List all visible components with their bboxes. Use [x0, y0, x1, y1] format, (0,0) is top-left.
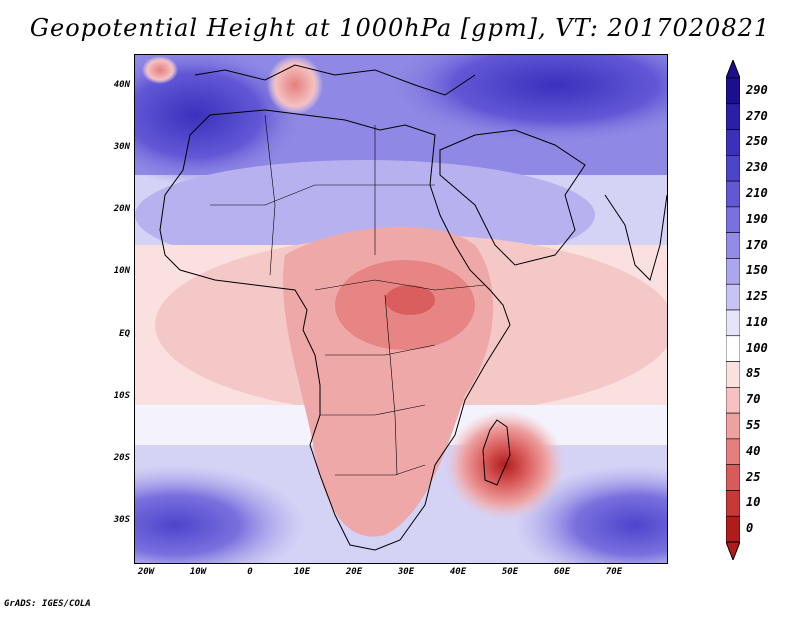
- colorbar-level-label: 270: [746, 108, 768, 123]
- colorbar-level-label: 70: [746, 392, 761, 407]
- colorbar-swatch: [726, 387, 740, 414]
- colorbar-swatch: [726, 412, 740, 440]
- colorbar-level-label: 40: [746, 443, 761, 458]
- colorbar-swatch: [726, 232, 740, 259]
- border-line: [384, 294, 398, 476]
- lon-label: 20W: [137, 567, 155, 577]
- colorbar-swatch: [726, 464, 740, 491]
- colorbar-swatch: [726, 515, 740, 543]
- map-frame: [134, 54, 668, 564]
- colorbar-level-label: 110: [746, 314, 768, 329]
- south-atlantic-high: [135, 465, 305, 563]
- colorbar-swatch: [726, 335, 740, 362]
- atlantic-low: [142, 56, 178, 84]
- colorbar-top-arrow: [726, 60, 740, 79]
- europe-coastline: [194, 64, 476, 96]
- colorbar-swatch: [726, 77, 740, 105]
- colorbar-level-label: 55: [746, 418, 761, 432]
- lat-label: 20S: [113, 453, 130, 463]
- border-line: [314, 279, 486, 291]
- africa-coastline: [159, 109, 511, 551]
- colorbar-swatch: [726, 490, 740, 517]
- india-coastline: [604, 194, 667, 281]
- arabia-coastline: [439, 129, 586, 266]
- madagascar-low: [445, 410, 565, 520]
- lon-label: 10E: [293, 567, 311, 577]
- lon-label: 30E: [397, 567, 415, 577]
- northwest-high: [135, 55, 305, 185]
- border-line: [320, 404, 426, 416]
- border-line: [335, 464, 426, 476]
- colorbar-level-label: 190: [746, 211, 768, 226]
- lon-label: 50E: [501, 567, 519, 577]
- colorbar: [726, 60, 740, 560]
- map-title: Geopotential Height at 1000hPa [gpm], VT…: [29, 14, 771, 42]
- east-africa-low-core: [385, 285, 435, 315]
- colorbar-level-label: 210: [746, 186, 768, 200]
- colorbar-level-label: 230: [746, 160, 768, 175]
- lat-label: 10N: [113, 266, 130, 276]
- lat-label: 40N: [113, 80, 130, 90]
- colorbar-level-label: 100: [746, 340, 768, 355]
- credit-text: GrADS: IGES/COLA: [4, 599, 91, 609]
- madagascar-coastline: [482, 419, 511, 486]
- lat-label: 30S: [113, 515, 130, 525]
- colorbar-level-label: 0: [746, 521, 754, 536]
- border-line: [210, 184, 435, 206]
- colorbar-level-label: 25: [746, 469, 761, 484]
- height-field: [135, 55, 667, 563]
- lon-label: 0: [247, 567, 253, 577]
- colorbar-swatch: [726, 258, 740, 285]
- algeria-low: [267, 55, 323, 115]
- colorbar-level-label: 170: [746, 237, 768, 252]
- country-borders: [210, 114, 486, 476]
- lat-label: 30N: [113, 142, 130, 152]
- colorbar-level-label: 150: [746, 263, 768, 278]
- lon-label: 70E: [605, 567, 623, 577]
- colorbar-swatch: [726, 206, 740, 233]
- north-high-center: [385, 55, 667, 145]
- colorbar-swatch: [726, 103, 740, 130]
- colorbar-swatch: [726, 155, 740, 182]
- lon-label: 60E: [553, 567, 571, 577]
- lat-label: 20N: [113, 204, 130, 214]
- lon-label: 10W: [189, 567, 207, 577]
- colorbar-level-label: 10: [746, 495, 761, 510]
- colorbar-swatch: [726, 361, 740, 388]
- lon-label: 20E: [345, 567, 363, 577]
- colorbar-bottom-arrow: [726, 541, 740, 560]
- border-line: [264, 114, 276, 276]
- colorbar-swatch: [726, 438, 740, 465]
- coastlines: [159, 64, 667, 551]
- colorbar-level-label: 250: [746, 134, 768, 149]
- colorbar-swatch: [726, 309, 740, 337]
- colorbar-swatch: [726, 180, 740, 208]
- colorbar-level-label: 85: [746, 366, 761, 381]
- colorbar-level-label: 125: [746, 289, 768, 304]
- colorbar-swatch: [726, 129, 740, 156]
- colorbar-swatch: [726, 283, 740, 311]
- colorbar-level-label: 290: [746, 82, 768, 97]
- border-line: [325, 344, 436, 356]
- lat-label: EQ: [119, 329, 130, 339]
- lon-label: 40E: [449, 567, 467, 577]
- lat-label: 10S: [113, 391, 130, 401]
